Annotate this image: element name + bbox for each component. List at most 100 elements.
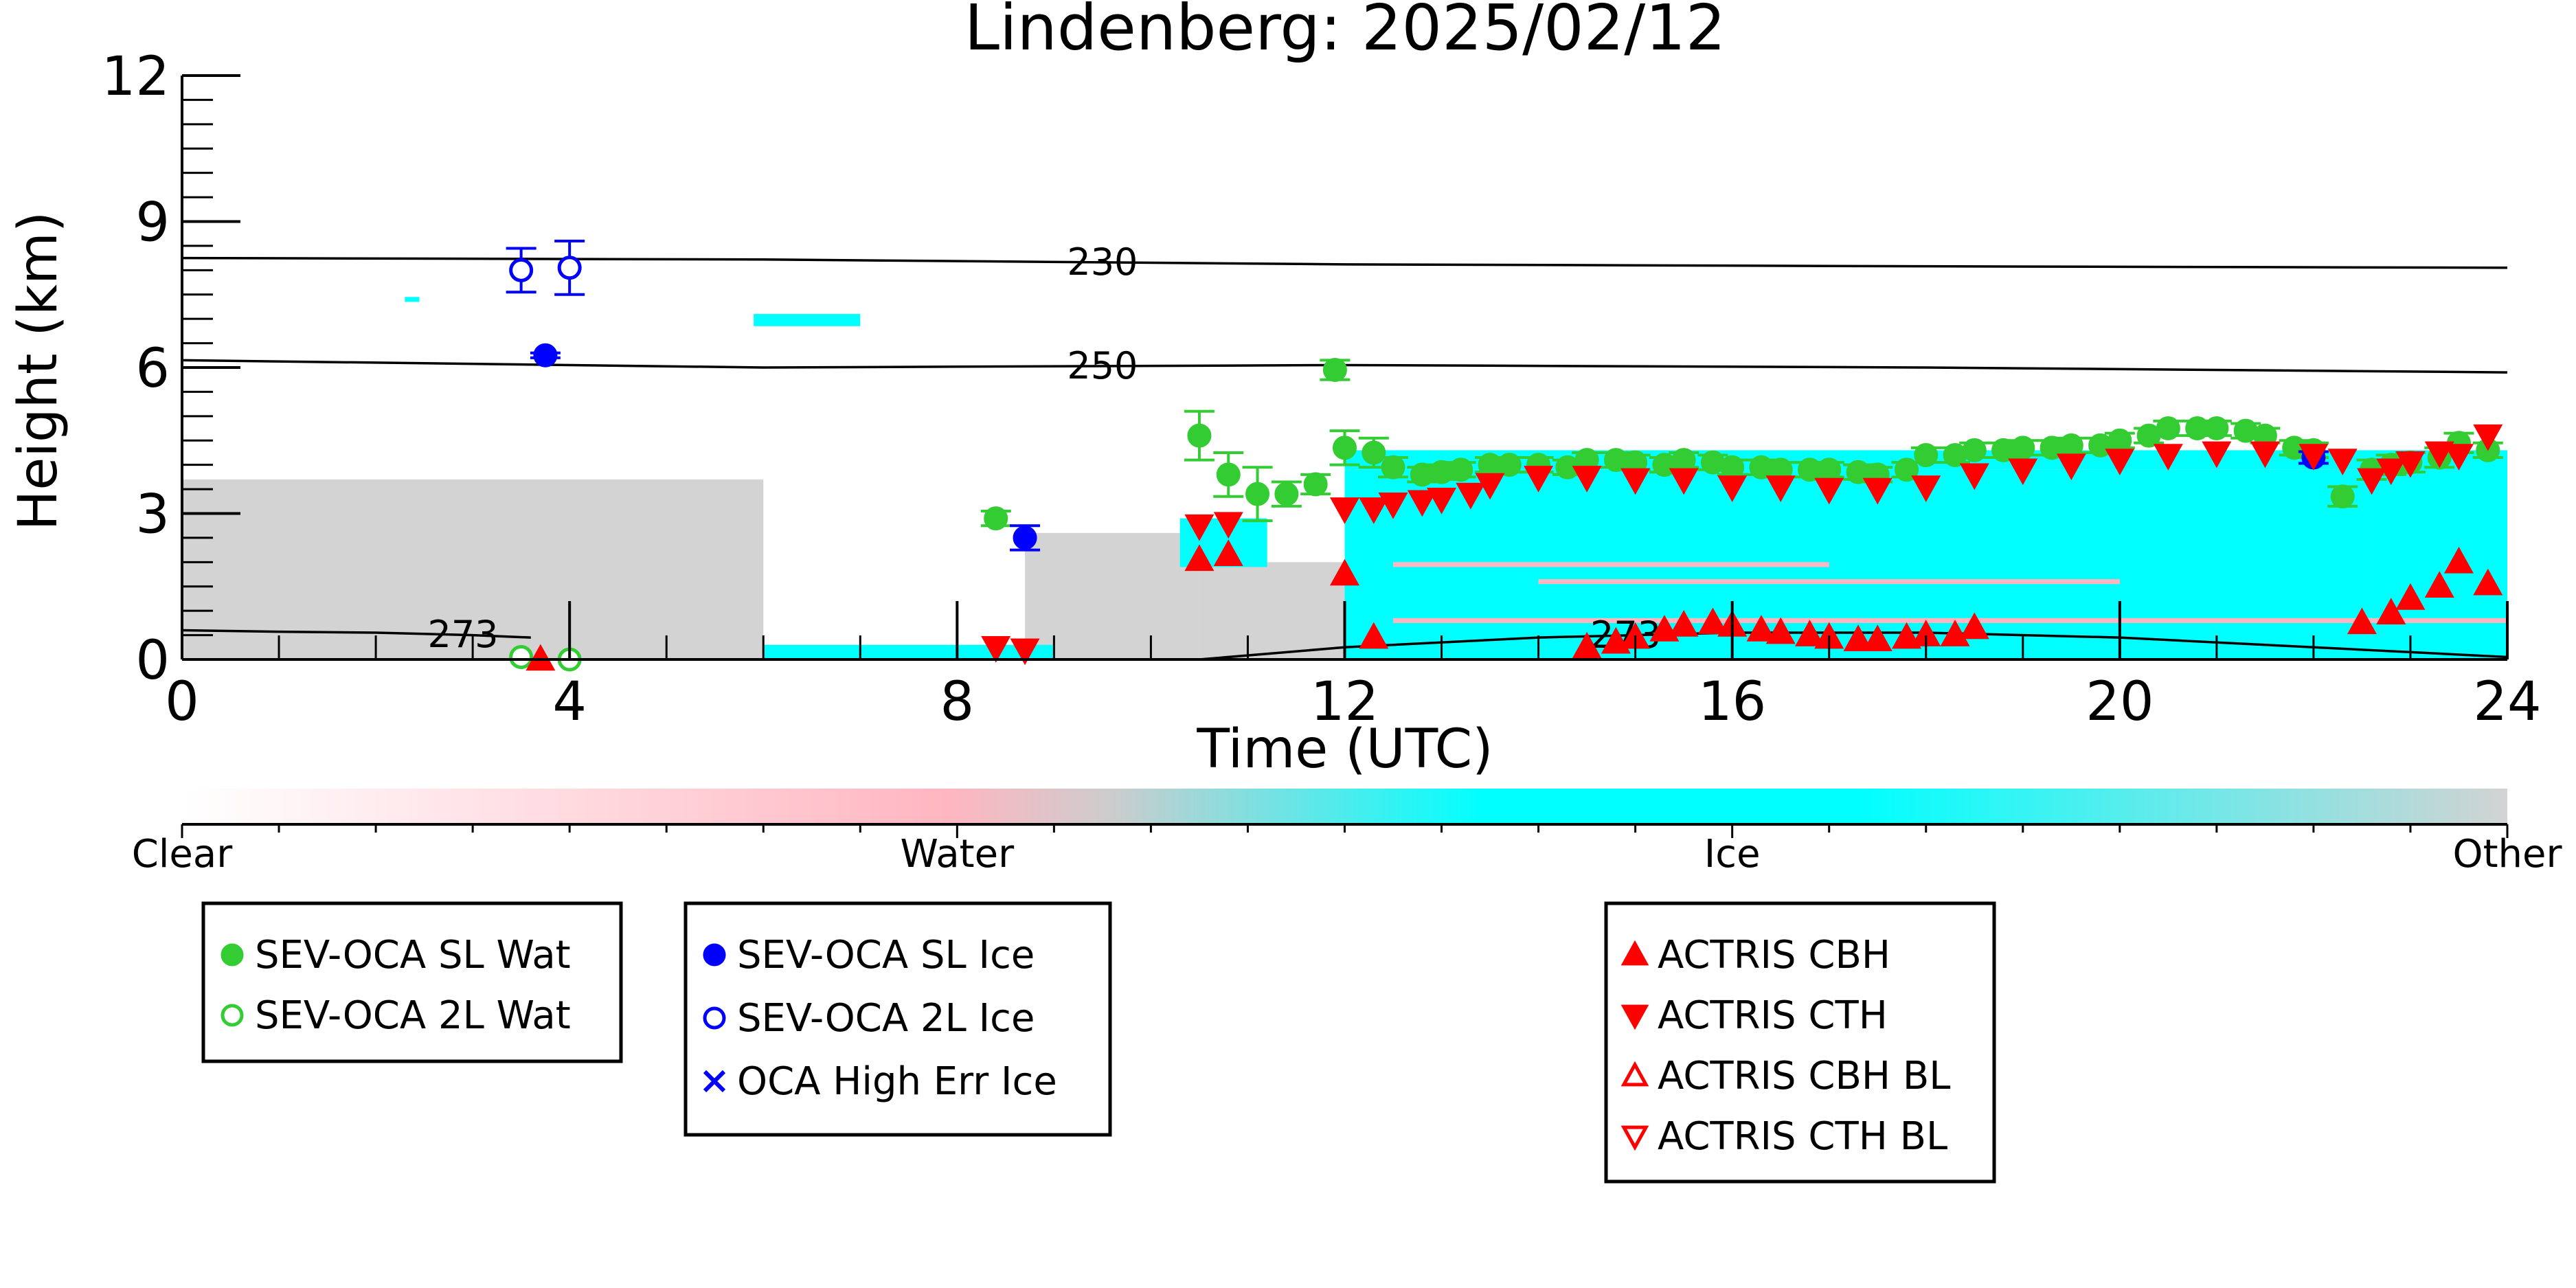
legend-marker-actris-cth-bl xyxy=(1620,1125,1649,1151)
cloud-region-ice xyxy=(763,644,1054,659)
data-point xyxy=(981,635,1011,663)
data-point xyxy=(2376,598,2406,625)
y-axis-label: Height (km) xyxy=(8,212,69,531)
data-point xyxy=(1475,473,1505,500)
data-point xyxy=(1524,466,1554,493)
legend-marker-sev-oca-2l-wat xyxy=(221,1004,244,1027)
data-point xyxy=(1407,490,1437,517)
cloud-region-water xyxy=(1393,562,1829,567)
legend-label-actris-cth: ACTRIS CTH xyxy=(1658,993,1888,1038)
data-point xyxy=(1359,622,1389,649)
data-point xyxy=(2330,484,2355,509)
data-point xyxy=(2473,568,2503,596)
isotherm-273-line xyxy=(181,629,531,639)
colorbar-label-clear: Clear xyxy=(132,832,233,877)
data-point xyxy=(1330,558,1359,586)
y-tick-label: 9 xyxy=(135,192,170,254)
data-point xyxy=(1216,462,1241,487)
data-point xyxy=(1765,617,1796,644)
data-point xyxy=(2250,441,2280,468)
data-point xyxy=(533,343,558,368)
data-point xyxy=(1381,455,1405,479)
cloud-region-ice xyxy=(405,297,420,302)
x-axis-label: Time (UTC) xyxy=(1196,719,1493,780)
colorbar-label-other: Other xyxy=(2452,832,2562,877)
data-point xyxy=(2327,449,2358,475)
legend-box-2: SEV-OCA SL Ice SEV-OCA 2L Ice OCA High Err… xyxy=(683,901,1112,1137)
data-point xyxy=(2202,441,2232,468)
data-point xyxy=(1914,443,1939,467)
legend-frame xyxy=(683,901,1112,1137)
series-actris-cth xyxy=(981,424,2503,666)
data-point xyxy=(1330,497,1359,524)
legend-label-actris-cbh: ACTRIS CBH xyxy=(1658,933,1890,978)
data-point xyxy=(1817,457,1842,482)
legend-label-sev-oca-2l-wat: SEV-OCA 2L Wat xyxy=(255,993,571,1038)
data-point xyxy=(1991,438,2016,462)
y-tick-label: 6 xyxy=(135,338,170,400)
legend-label-actris-cbh-bl: ACTRIS CBH BL xyxy=(1658,1054,1950,1098)
data-point xyxy=(1303,472,1328,497)
data-point xyxy=(2059,433,2083,457)
x-tick-label: 4 xyxy=(552,671,587,733)
data-point xyxy=(2105,449,2135,475)
data-point xyxy=(1410,462,1434,487)
data-point xyxy=(1720,455,1745,479)
x-tick-label: 12 xyxy=(1311,671,1379,733)
data-point xyxy=(1959,612,1989,640)
data-point xyxy=(1620,468,1651,495)
data-point xyxy=(1895,457,1919,482)
x-tick-label: 20 xyxy=(2086,671,2154,733)
data-point xyxy=(2424,571,2454,598)
data-point xyxy=(2108,428,2132,453)
legend-marker-sev-oca-2l-ice xyxy=(703,1006,726,1030)
series-actris-cbh xyxy=(526,539,2503,671)
data-point xyxy=(1749,455,1774,479)
colorbar-label-ice: Ice xyxy=(1704,832,1761,877)
data-point xyxy=(2395,451,2426,478)
y-tick-label: 3 xyxy=(135,484,170,546)
data-point xyxy=(557,256,582,280)
colorbar-label-water: Water xyxy=(901,832,1015,877)
x-tick-label: 0 xyxy=(165,671,199,733)
data-point xyxy=(1497,453,1522,477)
data-point xyxy=(2347,607,2377,635)
series-sev-oca-sl-wat xyxy=(980,358,2503,531)
data-point xyxy=(1795,620,1824,646)
isotherm-273-label: 273 xyxy=(427,613,498,656)
data-point xyxy=(1010,638,1040,666)
data-point xyxy=(1669,468,1699,495)
axes: 0 3 6 9 12 0 4 8 12 16 20 24 xyxy=(102,46,2542,733)
data-point xyxy=(1940,620,1970,646)
data-point xyxy=(1962,438,1987,462)
cloud-region-other xyxy=(182,479,764,659)
data-point xyxy=(2153,444,2183,471)
data-point xyxy=(1187,423,1212,448)
data-point xyxy=(1700,450,1725,475)
legend-box-3: ACTRIS CBH ACTRIS CTH ACTRIS CBH BL ACTRIS … xyxy=(1604,901,1996,1184)
data-point xyxy=(2443,546,2474,574)
legend-marker-sev-oca-sl-ice xyxy=(703,943,726,967)
isotherm-230-label: 230 xyxy=(1067,240,1138,284)
data-point xyxy=(1322,358,1347,383)
legend-label-sev-oca-sl-wat: SEV-OCA SL Wat xyxy=(255,933,571,978)
data-point xyxy=(2204,416,2229,441)
data-point xyxy=(1862,477,1893,505)
x-tick-label: 24 xyxy=(2473,671,2541,733)
x-tick-label: 16 xyxy=(1698,671,1766,733)
data-point xyxy=(1572,631,1602,659)
data-point xyxy=(1814,477,1844,505)
y-tick-label: 0 xyxy=(135,630,170,692)
legend-label-oca-high-err-ice: OCA High Err Ice xyxy=(737,1059,1057,1104)
data-point xyxy=(1892,622,1922,649)
data-point xyxy=(1717,475,1748,502)
series-layer xyxy=(506,239,2503,672)
data-point xyxy=(1572,466,1602,493)
data-point xyxy=(1843,624,1873,651)
data-point xyxy=(1449,457,1473,482)
data-point xyxy=(1430,460,1454,484)
data-point xyxy=(2424,441,2454,468)
legend-marker-sev-oca-sl-wat xyxy=(221,943,244,967)
legend-marker-actris-cbh xyxy=(1620,940,1649,966)
